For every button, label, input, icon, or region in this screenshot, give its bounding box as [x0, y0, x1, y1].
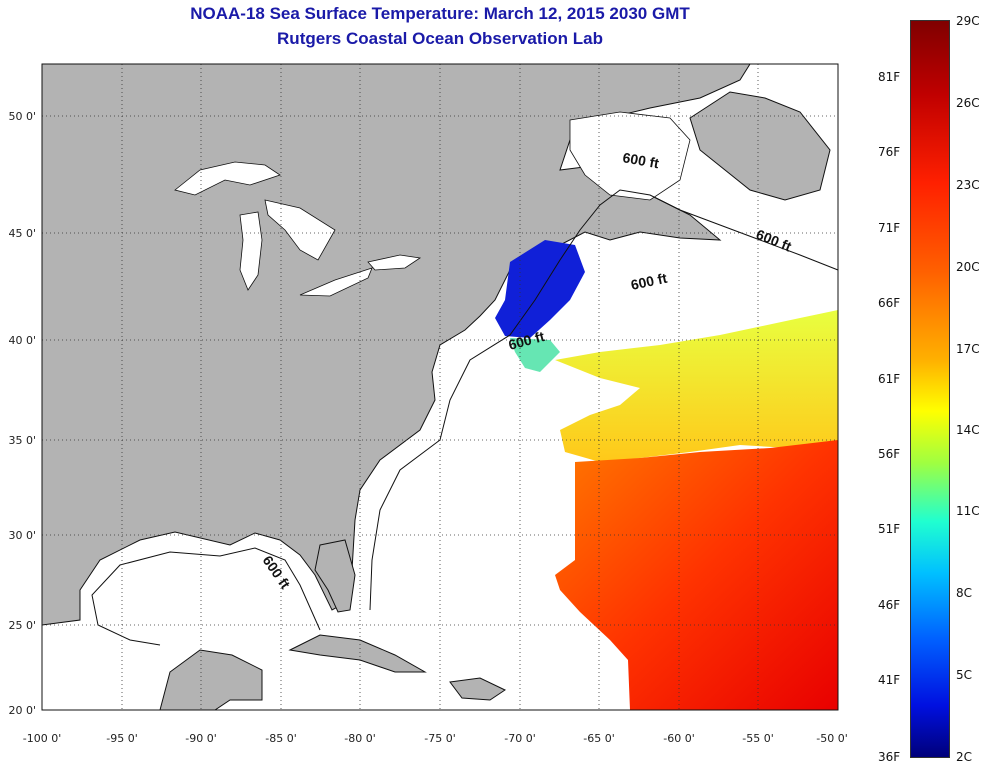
colorbar-celsius-label: 11C — [956, 504, 980, 518]
lake-huron — [264, 199, 336, 261]
colorbar-celsius-label: 20C — [956, 260, 980, 274]
y-tick-label: 35 0' — [8, 434, 36, 447]
colorbar-fahrenheit-label: 71F — [878, 221, 901, 235]
temperature-colorbar — [910, 20, 950, 758]
colorbar-fahrenheit-label: 36F — [878, 750, 901, 764]
yucatan-land — [159, 649, 263, 710]
newfoundland-land — [689, 91, 831, 201]
gulf-of-st-lawrence — [569, 111, 691, 201]
sst-mid-band — [555, 310, 838, 462]
map-title: NOAA-18 Sea Surface Temperature: March 1… — [190, 4, 690, 23]
colorbar-celsius-label: 8C — [956, 586, 973, 600]
x-tick-label: -50 0' — [816, 732, 848, 745]
y-tick-label: 30 0' — [8, 529, 36, 542]
x-tick-label: -65 0' — [583, 732, 615, 745]
colorbar-celsius-label: 29C — [956, 14, 980, 28]
colorbar-fahrenheit-label: 51F — [878, 522, 901, 536]
colorbar-fahrenheit-label: 66F — [878, 296, 901, 310]
sst-cold-plume — [495, 240, 585, 338]
sst-warm-region — [555, 440, 838, 710]
y-tick-label: 40 0' — [8, 334, 36, 347]
colorbar-fahrenheit-label: 46F — [878, 598, 901, 612]
lake-erie — [299, 267, 373, 297]
map-frame — [41, 63, 839, 711]
isobath-600ft-gulf — [91, 547, 321, 646]
x-tick-label: -90 0' — [185, 732, 217, 745]
colorbar-fahrenheit-label: 41F — [878, 673, 901, 687]
lake-superior — [174, 161, 281, 196]
y-tick-label: 45 0' — [8, 227, 36, 240]
cuba-land — [288, 634, 427, 673]
hispaniola-land — [449, 677, 507, 701]
contour-label: 600 ft — [621, 149, 660, 171]
x-tick-label: -55 0' — [742, 732, 774, 745]
lake-michigan — [239, 211, 263, 291]
colorbar-fahrenheit-label: 76F — [878, 145, 901, 159]
y-tick-label: 25 0' — [8, 619, 36, 632]
x-tick-label: -80 0' — [344, 732, 376, 745]
north-america-land — [42, 64, 751, 626]
colorbar-fahrenheit-label: 81F — [878, 70, 901, 84]
colorbar-celsius-label: 26C — [956, 96, 980, 110]
map-subtitle: Rutgers Coastal Ocean Observation Lab — [277, 29, 603, 48]
sst-cool-patch — [510, 338, 560, 372]
contour-label: 600 ft — [629, 270, 668, 293]
colorbar-celsius-label: 14C — [956, 423, 980, 437]
colorbar-celsius-label: 23C — [956, 178, 980, 192]
x-tick-label: -95 0' — [106, 732, 138, 745]
colorbar-celsius-label: 5C — [956, 668, 973, 682]
x-tick-label: -70 0' — [504, 732, 536, 745]
colorbar-fahrenheit-label: 61F — [878, 372, 901, 386]
x-tick-label: -60 0' — [663, 732, 695, 745]
colorbar-celsius-label: 2C — [956, 750, 973, 764]
graticule — [42, 64, 838, 710]
florida-land — [314, 539, 356, 613]
x-tick-label: -75 0' — [424, 732, 456, 745]
colorbar-fahrenheit-label: 56F — [878, 447, 901, 461]
isobath-600ft — [369, 189, 839, 611]
x-tick-label: -100 0' — [23, 732, 61, 745]
y-tick-label: 20 0' — [8, 704, 36, 717]
x-tick-label: -85 0' — [265, 732, 297, 745]
colorbar-celsius-label: 17C — [956, 342, 980, 356]
lake-ontario — [367, 254, 422, 271]
y-tick-label: 50 0' — [8, 110, 36, 123]
